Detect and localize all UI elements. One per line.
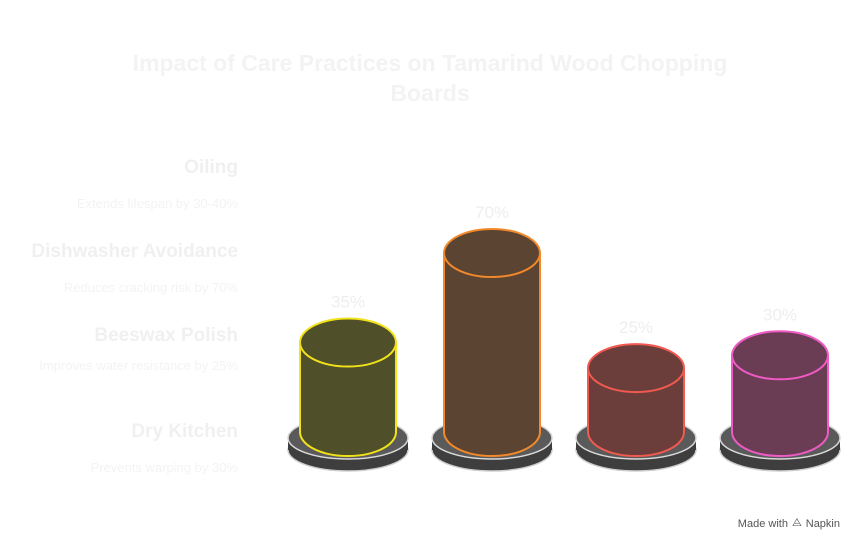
bar-value-label: 70% bbox=[475, 203, 509, 222]
bar-top bbox=[299, 317, 397, 368]
bar-top bbox=[443, 228, 541, 278]
legend-item-oiling: Oiling Extends lifespan by 30-40% bbox=[20, 157, 238, 212]
legend-title: Dry Kitchen bbox=[131, 421, 238, 442]
legend-title: Oiling bbox=[184, 157, 238, 178]
napkin-icon: ⨺ bbox=[791, 517, 802, 529]
bar-body bbox=[587, 367, 685, 457]
legend-item-dishwasher-avoidance: Dishwasher Avoidance Reduces cracking ri… bbox=[20, 241, 238, 296]
chart-title: Impact of Care Practices on Tamarind Woo… bbox=[132, 50, 728, 106]
bar-group: 70% bbox=[431, 203, 553, 472]
bar-group: 25% bbox=[575, 318, 697, 472]
bar-value-label: 25% bbox=[619, 318, 653, 337]
bar-body bbox=[299, 341, 397, 457]
legend-title: Dishwasher Avoidance bbox=[31, 241, 238, 262]
legend-desc: Improves water resistance by 25% bbox=[39, 358, 238, 373]
bar-body bbox=[731, 354, 829, 457]
bar-value-label: 30% bbox=[763, 305, 797, 324]
bar-group: 30% bbox=[719, 305, 841, 472]
bar-value-label: 35% bbox=[331, 293, 365, 312]
legend-desc: Extends lifespan by 30-40% bbox=[76, 196, 238, 211]
legend-desc: Prevents warping by 30% bbox=[90, 460, 238, 475]
bar-group: 35% bbox=[287, 293, 409, 472]
made-with-label: Made with bbox=[737, 517, 788, 530]
footer: Made with ⨺ Napkin bbox=[738, 517, 840, 530]
legend-title: Beeswax Polish bbox=[94, 325, 238, 346]
brand-label: Napkin bbox=[805, 517, 840, 530]
bar-top bbox=[587, 343, 685, 394]
legend-item-dry-kitchen: Dry Kitchen Prevents warping by 30% bbox=[20, 421, 238, 476]
bar-top bbox=[731, 330, 829, 381]
legend-item-beeswax-polish: Beeswax Polish Improves water resistance… bbox=[20, 325, 238, 374]
bar-body bbox=[443, 252, 541, 457]
legend-desc: Reduces cracking risk by 70% bbox=[63, 280, 238, 295]
